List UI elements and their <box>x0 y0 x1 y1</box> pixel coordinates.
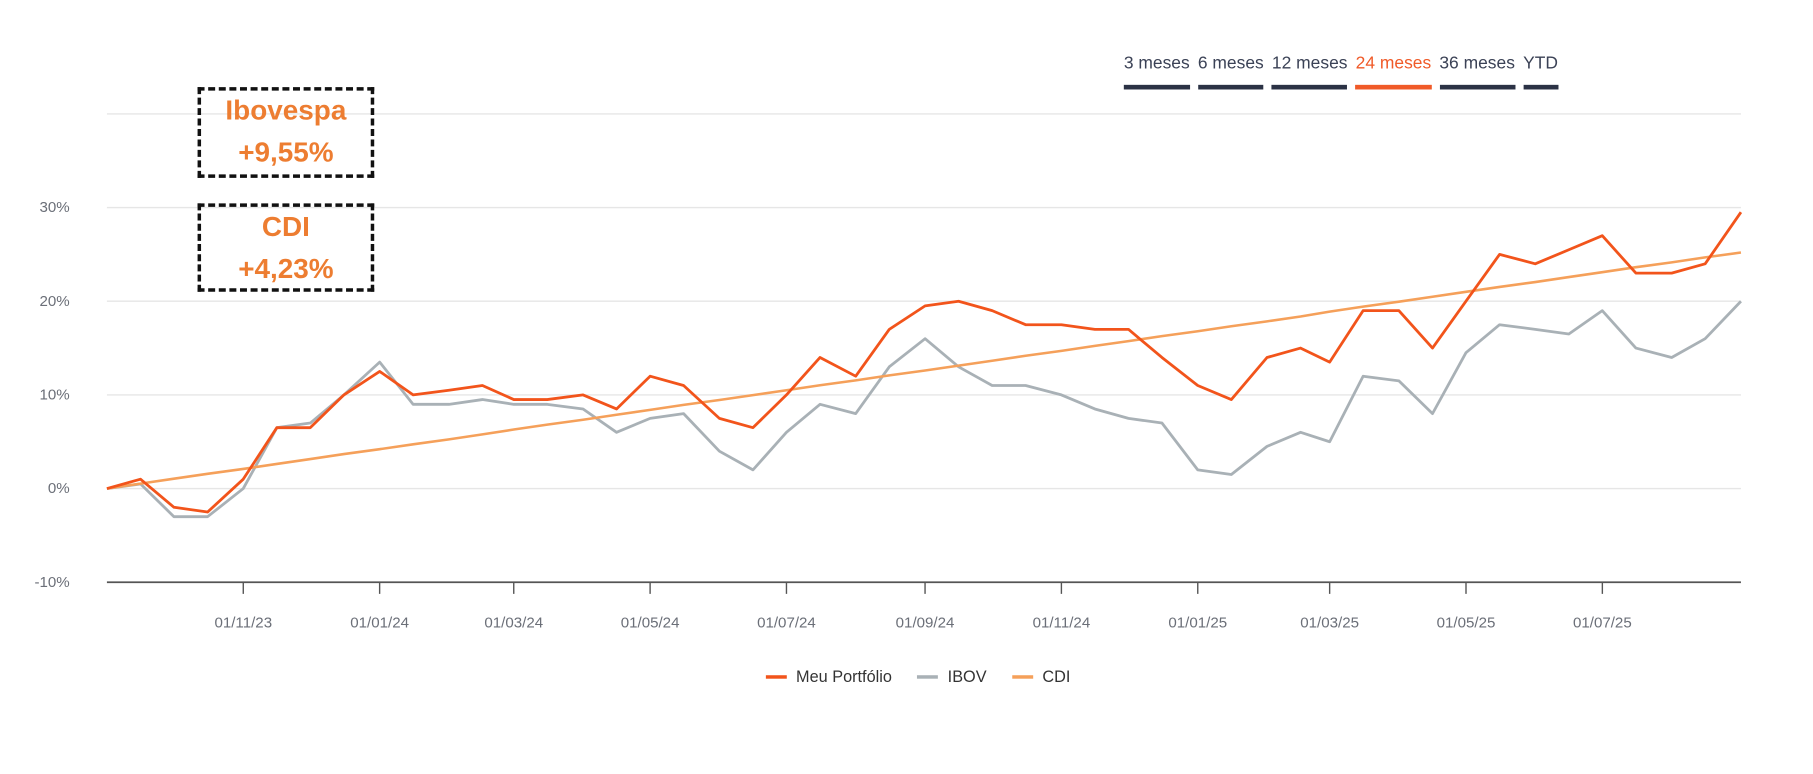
tab-3-meses[interactable]: 3 meses <box>1123 53 1190 90</box>
x-tick-label: 01/01/24 <box>350 615 409 632</box>
series-line-cdi <box>106 251 1742 490</box>
y-tick-label: 30% <box>40 199 70 216</box>
x-tick-label: 01/07/25 <box>1573 615 1632 632</box>
legend-item-cdi[interactable]: CDI <box>1012 667 1070 686</box>
legend-swatch <box>1012 674 1034 679</box>
legend-item-ibov[interactable]: IBOV <box>917 667 987 686</box>
y-axis-labels: 30% 20% 10% 0% -10% <box>34 199 69 591</box>
x-tick-label: 01/11/23 <box>214 615 272 632</box>
x-tick-label: 01/09/24 <box>896 615 955 632</box>
tab-36-meses[interactable]: 36 meses <box>1439 53 1515 90</box>
annotation-title: Ibovespa <box>225 95 347 127</box>
series-line-ibov <box>106 300 1742 519</box>
cdi-annotation-box: CDI +4,23% <box>197 203 375 292</box>
tab-12-meses[interactable]: 12 meses <box>1271 53 1348 90</box>
annotation-title: CDI <box>261 211 310 243</box>
legend-label: CDI <box>1042 667 1071 686</box>
annotation-value: +9,55% <box>238 137 334 169</box>
legend-label: IBOV <box>947 667 987 686</box>
period-tabs: 3 meses 6 meses 12 meses 24 meses 36 mes… <box>1123 53 1558 90</box>
x-tick-label: 01/03/24 <box>484 615 543 632</box>
legend-swatch <box>765 674 787 679</box>
tab-24-meses[interactable]: 24 meses <box>1355 53 1432 90</box>
y-tick-label: 20% <box>40 293 70 310</box>
y-tick-label: -10% <box>34 574 69 591</box>
ibovespa-annotation-box: Ibovespa +9,55% <box>197 87 375 178</box>
x-tick-label: 01/11/24 <box>1033 615 1091 632</box>
y-tick-label: 10% <box>40 387 70 404</box>
chart-legend: Meu Portfólio IBOV CDI <box>0 667 1813 686</box>
x-tick-label: 01/05/24 <box>621 615 680 632</box>
x-tick-label: 01/01/25 <box>1168 615 1227 632</box>
series-lines <box>106 211 1743 519</box>
tab-6-meses[interactable]: 6 meses <box>1197 53 1264 90</box>
annotation-value: +4,23% <box>238 253 334 285</box>
y-tick-label: 0% <box>48 480 70 497</box>
legend-item-portfolio[interactable]: Meu Portfólio <box>765 667 892 686</box>
x-tick-label: 01/07/24 <box>757 615 816 632</box>
series-line-portfolio <box>106 211 1743 514</box>
legend-label: Meu Portfólio <box>796 667 892 686</box>
gridlines <box>106 113 1741 490</box>
x-tick-label: 01/05/25 <box>1437 615 1496 632</box>
x-tick-label: 01/03/25 <box>1300 615 1359 632</box>
x-axis: 01/11/23 01/01/24 01/03/24 01/05/24 01/07/24… <box>106 581 1741 632</box>
legend-swatch <box>917 674 939 679</box>
tab-ytd[interactable]: YTD <box>1523 53 1558 90</box>
